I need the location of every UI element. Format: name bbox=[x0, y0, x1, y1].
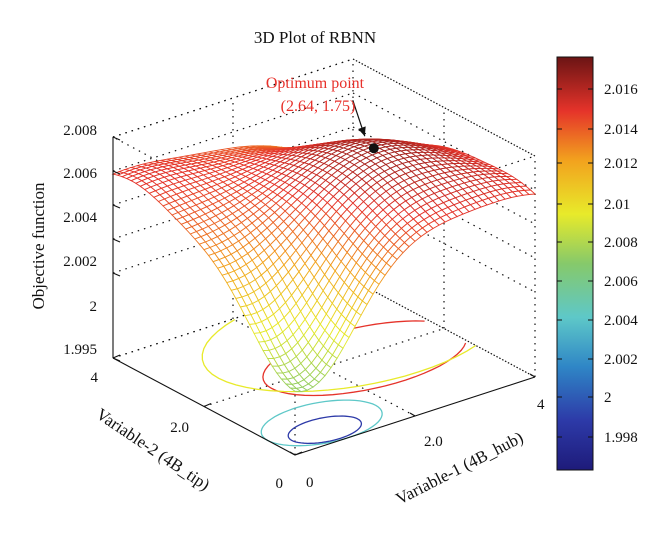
z-axis-label: Objective function bbox=[29, 182, 48, 309]
contour-line bbox=[260, 399, 383, 447]
colorbar bbox=[556, 56, 594, 471]
axes-box-front bbox=[112, 136, 536, 456]
y-tick-mark bbox=[112, 354, 121, 359]
y-tick-label: 4 bbox=[91, 370, 99, 386]
x-axis-label: Variable-1 (4B_hub) bbox=[393, 428, 527, 509]
colorbar-tick-label: 2.012 bbox=[604, 156, 638, 172]
x-tick-label: 0 bbox=[306, 475, 314, 491]
z-tick-mark bbox=[112, 357, 121, 362]
annotation-optimum-coords: (2.64, 1.75) bbox=[281, 98, 356, 115]
z-tick-mark bbox=[112, 170, 121, 175]
y-tick-label: 0 bbox=[276, 476, 284, 492]
z-tick-label: 2.006 bbox=[63, 166, 97, 182]
colorbar-tick-label: 2.002 bbox=[604, 352, 638, 368]
y-tick-mark bbox=[203, 402, 212, 408]
surface-cell bbox=[288, 387, 303, 393]
optimum-point-marker bbox=[368, 143, 379, 154]
y-tick-label: 2.0 bbox=[170, 420, 189, 436]
y-axis-label: Variable-2 (4B_tip) bbox=[93, 404, 214, 494]
colorbar-tick-label: 1.998 bbox=[604, 430, 638, 446]
x-tick-mark bbox=[529, 373, 536, 378]
surface-mesh bbox=[111, 138, 537, 393]
z-tick-mark bbox=[112, 136, 121, 141]
z-tick-label: 2 bbox=[90, 299, 98, 315]
chart-title: 3D Plot of RBNN bbox=[254, 28, 376, 47]
z-tick-label: 2.004 bbox=[63, 210, 97, 226]
x-tick-mark bbox=[409, 412, 416, 417]
colorbar-tick-label: 2.016 bbox=[604, 82, 638, 98]
annotation-optimum-label: Optimum point bbox=[266, 75, 365, 92]
x-tick-label: 4 bbox=[537, 397, 545, 413]
z-tick-label: 2.002 bbox=[63, 254, 97, 270]
colorbar-ticks bbox=[557, 88, 593, 438]
z-tick-label: 1.995 bbox=[63, 342, 97, 358]
z-tick-label: 2.008 bbox=[63, 123, 97, 139]
colorbar-tick-label: 2.004 bbox=[604, 313, 638, 329]
z-tick-mark bbox=[112, 204, 121, 209]
z-tick-mark bbox=[112, 272, 121, 277]
z-tick-mark bbox=[112, 238, 121, 243]
optimum-point-arrowhead bbox=[358, 126, 366, 137]
colorbar-tick-label: 2.01 bbox=[604, 197, 630, 213]
colorbar-tick-label: 2.008 bbox=[604, 235, 638, 251]
contour-line bbox=[287, 415, 363, 445]
colorbar-tick-label: 2.006 bbox=[604, 274, 638, 290]
colorbar-tick-label: 2 bbox=[604, 390, 612, 406]
colorbar-tick-label: 2.014 bbox=[604, 122, 638, 138]
y-tick-mark bbox=[294, 451, 303, 456]
x-tick-mark bbox=[289, 451, 296, 456]
x-tick-label: 2.0 bbox=[424, 434, 443, 450]
